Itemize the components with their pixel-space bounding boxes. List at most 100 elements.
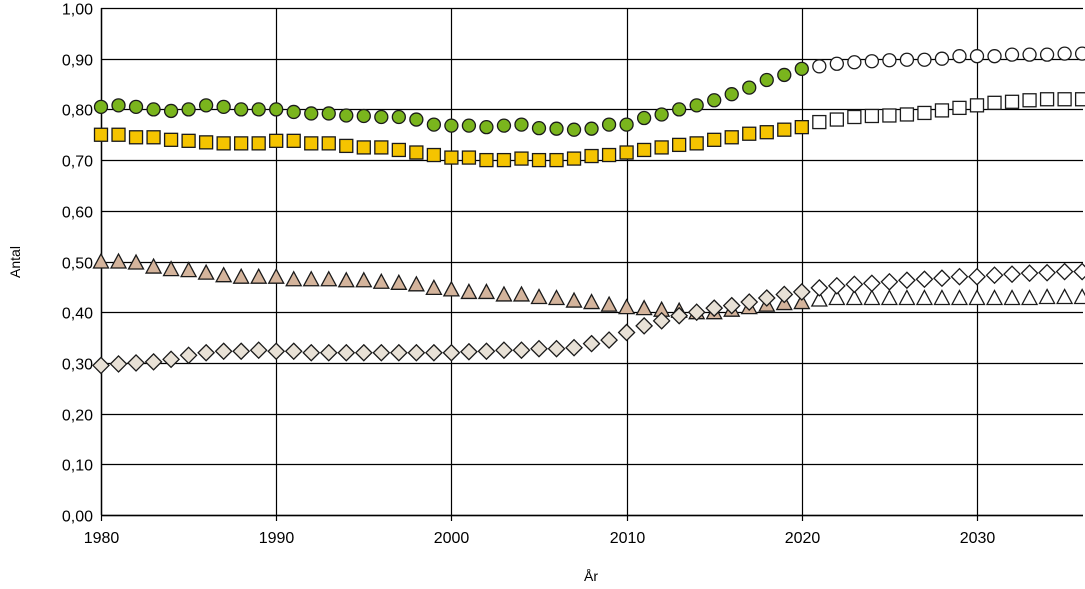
data-point-circle <box>1004 47 1020 62</box>
series-markers <box>92 46 1085 375</box>
data-point-square <box>917 105 932 121</box>
data-point-square <box>584 148 599 164</box>
data-point-square <box>934 103 950 118</box>
data-point-square <box>181 133 196 148</box>
data-point-diamond <box>547 339 566 358</box>
grid <box>100 7 1083 521</box>
data-point-circle <box>847 55 862 70</box>
data-point-triangle <box>863 289 881 306</box>
data-point-circle <box>812 59 827 74</box>
data-point-triangle <box>250 267 268 284</box>
data-point-triangle <box>793 293 811 310</box>
data-point-diamond <box>933 269 951 288</box>
y-tick-label: 0,40 <box>62 306 93 323</box>
y-tick-label: 0,10 <box>62 458 93 475</box>
data-point-diamond <box>407 343 426 362</box>
data-point-triangle <box>898 289 916 306</box>
data-point-triangle <box>495 285 513 302</box>
data-point-diamond <box>232 342 251 361</box>
data-point-circle <box>181 102 196 117</box>
data-point-triangle <box>530 288 548 305</box>
data-point-diamond <box>950 267 969 286</box>
data-point-diamond <box>1055 262 1074 281</box>
data-point-diamond <box>1038 263 1056 282</box>
data-point-circle <box>496 118 512 133</box>
data-point-triangle <box>232 267 250 284</box>
data-point-square <box>1074 92 1085 107</box>
data-point-triangle <box>968 289 986 306</box>
data-point-square <box>339 138 354 154</box>
data-point-diamond <box>144 352 163 371</box>
data-point-circle <box>794 61 809 76</box>
data-point-square <box>111 127 126 142</box>
data-point-triangle <box>109 252 128 269</box>
data-point-diamond <box>319 343 338 362</box>
data-point-circle <box>1039 47 1055 62</box>
data-point-square <box>742 126 757 141</box>
data-point-diamond <box>512 341 531 360</box>
data-point-circle <box>987 49 1002 64</box>
x-tick-label: 2030 <box>960 530 996 547</box>
data-point-circle <box>952 49 967 64</box>
data-point-square <box>1057 92 1072 107</box>
data-point-diamond <box>862 274 881 293</box>
data-point-triangle <box>355 271 373 288</box>
data-point-triangle <box>1038 288 1056 305</box>
data-point-square <box>391 142 406 158</box>
data-point-diamond <box>845 275 864 294</box>
data-point-circle <box>619 117 634 132</box>
y-tick-label: 0,80 <box>62 103 93 120</box>
data-point-triangle <box>1073 288 1085 305</box>
data-point-circle <box>234 102 249 117</box>
y-tick-label: 0,60 <box>62 205 93 222</box>
data-point-circle <box>864 54 880 69</box>
data-point-square <box>1022 93 1037 108</box>
data-point-triangle <box>845 289 863 306</box>
data-point-square <box>146 130 161 145</box>
data-point-square <box>847 109 862 125</box>
data-point-diamond <box>197 343 216 362</box>
y-tick-label: 0,30 <box>62 357 93 374</box>
series-square <box>93 92 1085 168</box>
data-point-circle <box>636 110 652 126</box>
x-tick-label: 2000 <box>434 530 470 547</box>
data-point-circle <box>899 52 915 67</box>
y-tick-label: 0,00 <box>62 509 93 526</box>
data-point-diamond <box>898 271 916 290</box>
y-tick-label: 0,70 <box>62 154 93 171</box>
data-point-circle <box>566 122 582 137</box>
data-point-square <box>269 133 284 148</box>
x-tick-label: 1980 <box>84 530 120 547</box>
data-point-circle <box>689 98 704 113</box>
series-triangle <box>92 252 1085 320</box>
data-point-diamond <box>372 343 391 362</box>
data-point-triangle <box>512 285 531 302</box>
data-point-circle <box>969 49 985 64</box>
data-point-diamond <box>1073 262 1085 281</box>
data-point-square <box>969 98 985 113</box>
data-point-diamond <box>652 311 671 330</box>
data-point-square <box>672 137 687 153</box>
data-point-square <box>724 130 739 145</box>
data-point-circle <box>724 87 739 102</box>
data-point-square <box>286 133 301 148</box>
data-point-circle <box>426 117 442 132</box>
data-point-diamond <box>495 341 513 360</box>
x-tick-label: 2020 <box>785 530 821 547</box>
data-point-circle <box>934 51 950 66</box>
y-axis-title: Antal <box>7 246 23 278</box>
data-point-diamond <box>214 342 233 361</box>
data-point-diamond <box>880 272 899 291</box>
data-point-triangle <box>985 289 1004 306</box>
data-point-circle <box>584 121 599 136</box>
data-point-circle <box>198 98 214 113</box>
data-point-square <box>426 147 442 163</box>
data-point-circle <box>479 119 494 135</box>
data-point-triangle <box>600 295 618 312</box>
data-point-diamond <box>757 289 776 307</box>
data-point-diamond <box>565 338 583 357</box>
data-point-triangle <box>950 289 969 306</box>
data-point-diamond <box>442 343 461 362</box>
